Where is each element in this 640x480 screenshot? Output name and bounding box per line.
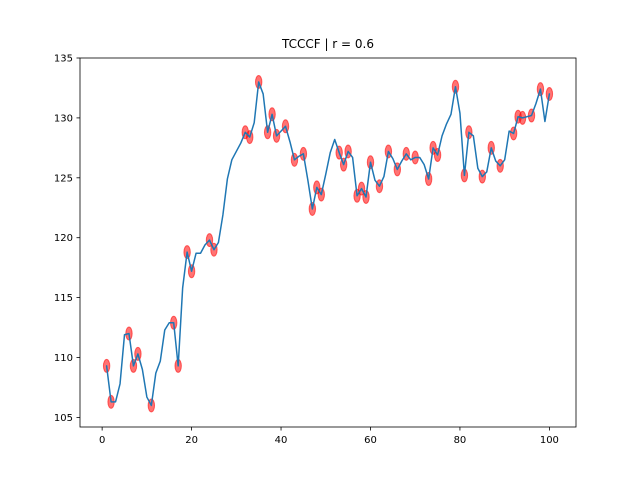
axes: 0 20 40 60 80 100 105 110 115 120 125 130 135 xyxy=(54,54,577,446)
x-tick-label: 60 xyxy=(364,435,377,446)
chart-title: TCCCF | r = 0.6 xyxy=(281,37,374,51)
y-tick-label: 105 xyxy=(54,413,73,424)
series-line-layer xyxy=(105,81,551,407)
x-tick-label: 40 xyxy=(275,435,288,446)
plot-background xyxy=(80,58,576,427)
x-tick-label: 0 xyxy=(99,435,105,446)
x-tick-label: 80 xyxy=(454,435,467,446)
series-line xyxy=(105,81,551,407)
y-tick-label: 115 xyxy=(54,293,73,304)
x-tick-label: 100 xyxy=(540,435,559,446)
y-tick-label: 125 xyxy=(54,173,73,184)
y-tick-label: 120 xyxy=(54,233,73,244)
axes-frame xyxy=(79,57,577,428)
y-tick-label: 130 xyxy=(54,113,73,124)
x-tick-label: 20 xyxy=(185,435,198,446)
plot-area xyxy=(80,58,576,427)
y-tick-label: 110 xyxy=(54,353,73,364)
y-tick-label: 135 xyxy=(54,54,73,65)
